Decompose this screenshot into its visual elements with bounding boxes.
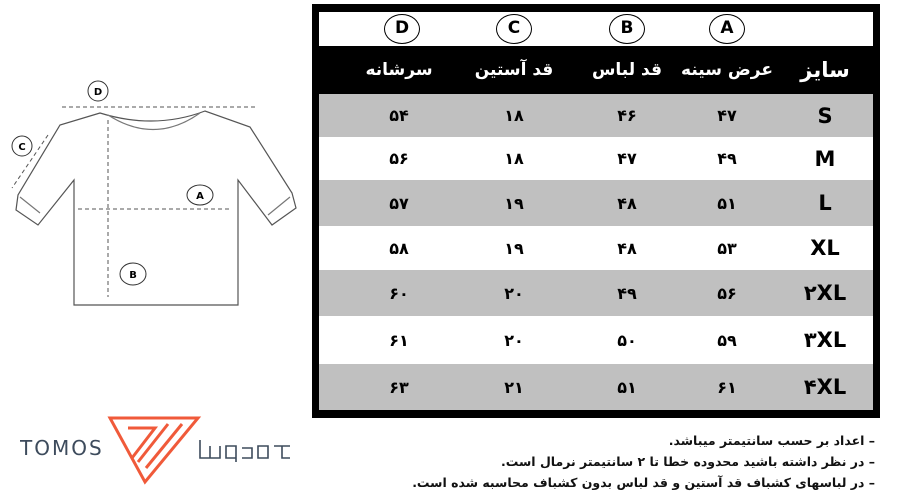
diagram-label-c: C — [18, 142, 25, 153]
letter-d: D — [384, 14, 420, 44]
header-size: سایز — [800, 58, 850, 82]
cell-sleeve: ۱۹ — [504, 238, 524, 258]
cell-chest: ۴۷ — [717, 106, 737, 125]
letter-a: A — [709, 14, 745, 44]
table-row: ۵۶ ۱۸ ۴۷ ۴۹ M — [319, 137, 873, 180]
cell-chest: ۵۱ — [717, 193, 737, 213]
logo-text-latin: TOMOS — [20, 436, 104, 460]
cell-chest: ۴۹ — [717, 149, 737, 168]
cell-sleeve: ۲۱ — [504, 377, 524, 397]
cell-length: ۴۶ — [617, 106, 637, 125]
header-chest: عرض سینه — [681, 60, 773, 80]
table-row: ۶۱ ۲۰ ۵۰ ۵۹ ۳XL — [319, 316, 873, 364]
cell-shoulder: ۶۱ — [389, 330, 409, 350]
table-row: ۶۰ ۲۰ ۴۹ ۵۶ ۲XL — [319, 270, 873, 316]
tshirt-outline — [15, 110, 297, 306]
cell-length: ۵۰ — [617, 330, 637, 350]
table-header: سرشانه قد آستین قد لباس عرض سینه سایز — [319, 46, 873, 94]
size-chart-table: D C B A سرشانه قد آستین قد لباس عرض سینه… — [312, 4, 880, 418]
cell-chest: ۵۹ — [717, 330, 737, 350]
cell-size: S — [817, 103, 833, 128]
measurement-letters-row: D C B A — [319, 12, 873, 46]
cell-size: ۲XL — [803, 281, 847, 305]
cell-size: L — [818, 191, 832, 215]
cell-chest: ۵۶ — [717, 283, 737, 303]
notes: – اعداد بر حسب سانتیمتر میباشد. – در نظر… — [412, 430, 875, 493]
cell-sleeve: ۱۸ — [504, 106, 524, 125]
cell-length: ۵۱ — [617, 377, 637, 397]
logo-mark — [107, 416, 202, 485]
header-length: قد لباس — [591, 60, 663, 80]
diagram-label-a: A — [196, 191, 204, 202]
cell-sleeve: ۲۰ — [504, 330, 524, 350]
table-row: ۵۷ ۱۹ ۴۸ ۵۱ L — [319, 180, 873, 226]
cell-size: M — [814, 146, 836, 171]
letter-b: B — [609, 14, 645, 44]
cell-size: ۳XL — [803, 328, 847, 352]
cell-length: ۴۸ — [617, 193, 637, 213]
cell-size: XL — [810, 236, 840, 260]
logo-text-persian — [199, 440, 290, 462]
cell-shoulder: ۵۷ — [389, 193, 409, 213]
cell-shoulder: ۵۶ — [389, 149, 409, 168]
cell-length: ۴۷ — [617, 149, 637, 168]
note: – در نظر داشته باشید محدوده خطا تا ۲ سان… — [501, 454, 875, 469]
letter-c: C — [496, 14, 532, 44]
diagram-label-d: D — [94, 87, 102, 98]
tshirt-diagram: D C A B — [11, 80, 297, 306]
cell-chest: ۶۱ — [717, 377, 737, 397]
table-row: ۵۸ ۱۹ ۴۸ ۵۳ XL — [319, 226, 873, 270]
cell-length: ۴۸ — [617, 238, 637, 258]
cell-shoulder: ۶۰ — [389, 283, 409, 303]
cell-shoulder: ۵۸ — [389, 238, 409, 258]
note: – اعداد بر حسب سانتیمتر میباشد. — [668, 433, 875, 448]
table-row: ۶۳ ۲۱ ۵۱ ۶۱ ۴XL — [319, 364, 873, 410]
header-sleeve: قد آستین — [474, 60, 554, 80]
cell-shoulder: ۶۳ — [389, 377, 409, 397]
cell-shoulder: ۵۴ — [389, 106, 409, 125]
cell-sleeve: ۲۰ — [504, 283, 524, 303]
cell-size: ۴XL — [803, 375, 847, 399]
cell-sleeve: ۱۹ — [504, 193, 524, 213]
cell-length: ۴۹ — [617, 283, 637, 303]
cell-chest: ۵۳ — [717, 238, 737, 258]
cell-sleeve: ۱۸ — [504, 149, 524, 168]
diagram-label-b: B — [129, 270, 137, 281]
header-shoulder: سرشانه — [365, 60, 433, 80]
table-row: ۵۴ ۱۸ ۴۶ ۴۷ S — [319, 94, 873, 137]
tomos-logo: TOMOS — [20, 416, 290, 485]
note: – در لباسهای کشباف قد آستین و قد لباس بد… — [412, 475, 875, 490]
